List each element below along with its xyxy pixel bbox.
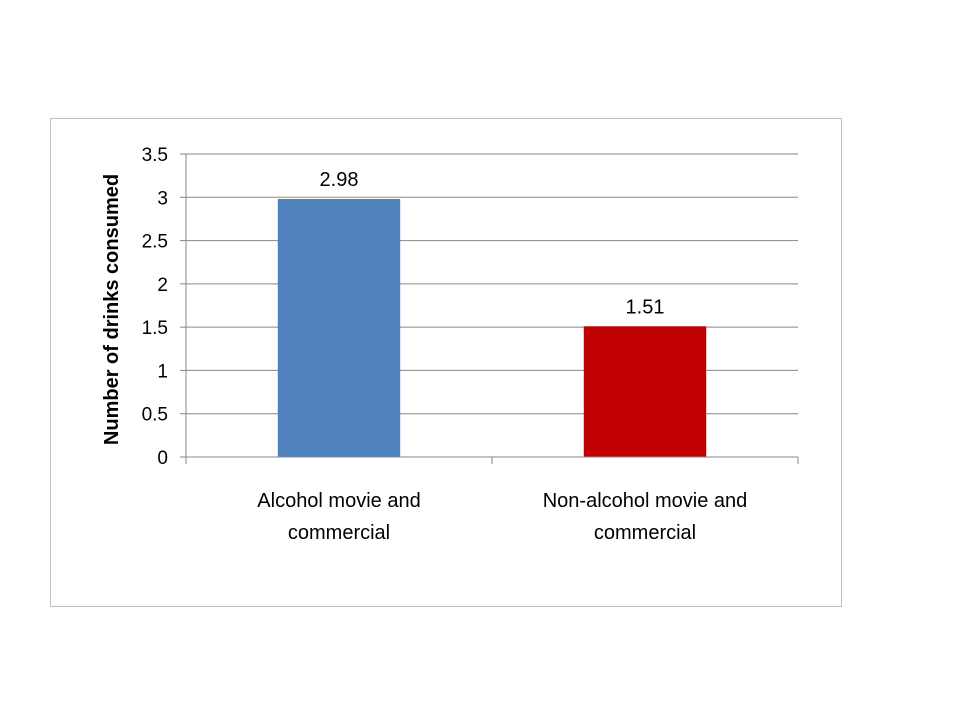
- y-tick-label: 2: [157, 275, 168, 296]
- axes: [180, 153, 799, 464]
- x-category-label: Non-alcohol movie and: [543, 490, 748, 512]
- y-tick-label: 2.5: [142, 232, 168, 253]
- x-category-label: Alcohol movie and: [257, 490, 420, 512]
- data-label: 1.51: [626, 296, 665, 318]
- y-tick-label: 3: [157, 188, 168, 209]
- bar-1: [277, 199, 401, 457]
- chart-frame: [50, 118, 842, 607]
- y-axis-title: Number of drinks consumed: [101, 174, 123, 445]
- y-tick-label: 0.5: [142, 405, 168, 426]
- x-category-labels: Alcohol movie and commercial Non-alcohol m…: [257, 490, 747, 544]
- bars: [277, 199, 707, 457]
- bar-2: [583, 326, 707, 457]
- data-label: 2.98: [320, 169, 359, 191]
- y-tick-labels: 0 0.5 1 1.5 2 2.5 3 3.5: [142, 145, 168, 469]
- y-tick-label: 1: [157, 361, 168, 382]
- y-tick-label: 1.5: [142, 318, 168, 339]
- y-tick-label: 3.5: [142, 145, 168, 166]
- y-tick-label: 0: [157, 448, 168, 469]
- x-category-label: commercial: [594, 522, 696, 544]
- x-category-label: commercial: [288, 522, 390, 544]
- data-labels: 2.98 1.51: [320, 169, 665, 318]
